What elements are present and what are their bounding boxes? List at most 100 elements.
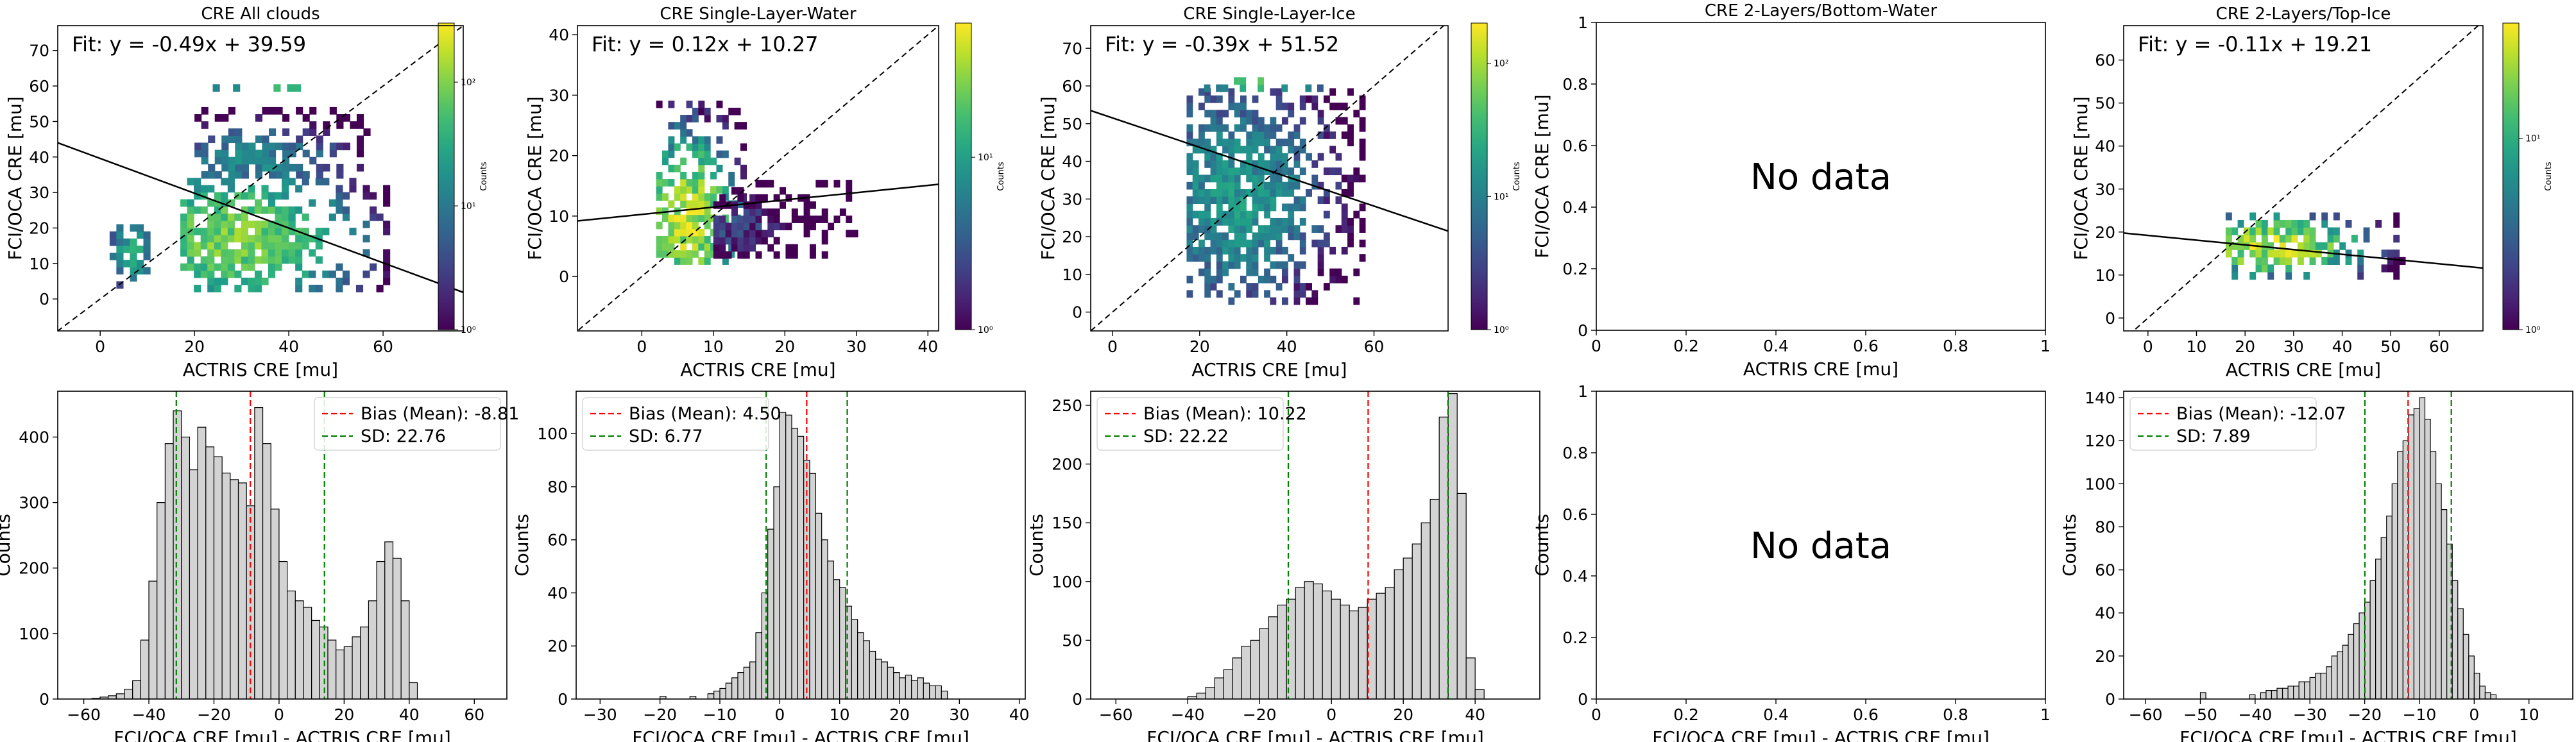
histogram-bar — [2358, 612, 2366, 699]
heatmap-cell — [1240, 103, 1247, 110]
heatmap-cell — [851, 230, 858, 238]
heatmap-cell — [296, 106, 303, 115]
heatmap-cell — [1317, 246, 1324, 255]
heatmap-cell — [1293, 261, 1301, 269]
heatmap-cell — [1270, 225, 1277, 233]
heatmap-cell — [716, 100, 723, 108]
heatmap-cell — [1246, 167, 1253, 176]
heatmap-cell — [1240, 167, 1247, 176]
y-axis-label: FCI/OCA CRE [mu] — [4, 96, 26, 260]
heatmap-cell — [2333, 235, 2340, 243]
heatmap-cell — [1216, 189, 1223, 197]
heatmap-cell — [710, 171, 717, 180]
x-tick-label: 40 — [278, 337, 299, 356]
heatmap-cell — [275, 249, 282, 257]
heatmap-cell — [295, 242, 303, 250]
colorbar-tick-label: 10⁰ — [2525, 325, 2541, 335]
x-tick-label: −20 — [2348, 705, 2382, 724]
histogram-bar — [1394, 569, 1404, 699]
heatmap-cell — [262, 142, 269, 151]
heatmap-cell — [698, 228, 705, 237]
x-tick-label: 20 — [2235, 337, 2255, 356]
heatmap-cell — [1311, 160, 1318, 168]
heatmap-cell — [2285, 227, 2292, 235]
heatmap-cell — [143, 253, 151, 260]
heatmap-cell — [1252, 290, 1259, 298]
heatmap-cell — [698, 257, 705, 265]
heatmap-cell — [1293, 153, 1301, 161]
histogram-bar — [2353, 623, 2360, 699]
heatmap-cell — [328, 199, 336, 207]
heatmap-cell — [2231, 264, 2239, 273]
heatmap-cell — [2315, 249, 2322, 258]
x-tick-label: −20 — [197, 705, 231, 724]
heatmap-cell — [261, 221, 269, 228]
heatmap-cell — [716, 150, 723, 158]
y-tick-label: 0 — [559, 267, 569, 286]
heatmap-cell — [136, 224, 144, 232]
heatmap-cell — [309, 235, 316, 242]
heatmap-cell — [740, 122, 747, 130]
heatmap-cell — [2237, 242, 2244, 250]
heatmap-cell — [315, 285, 323, 292]
heatmap-cell — [1323, 124, 1330, 132]
histogram-bar — [1349, 610, 1359, 699]
heatmap-cell — [668, 164, 675, 173]
x-axis-label: ACTRIS CRE [mu] — [680, 359, 835, 380]
histogram-bar — [2375, 559, 2382, 699]
heatmap-cell — [2297, 249, 2304, 258]
x-tick-label: 0.4 — [1763, 337, 1789, 355]
histogram-bar — [2391, 483, 2398, 699]
y-tick-label: 20 — [547, 637, 568, 655]
heatmap-cell — [1317, 110, 1324, 118]
heatmap-cell — [293, 84, 302, 92]
heatmap-cell — [241, 142, 249, 151]
heatmap-cell — [1222, 167, 1229, 176]
heatmap-cell — [116, 231, 124, 239]
x-axis-label: ACTRIS CRE [mu] — [1743, 358, 1898, 380]
heatmap-cell — [728, 107, 735, 115]
heatmap-cell — [1204, 84, 1211, 92]
y-tick-label: 60 — [1062, 77, 1082, 96]
heatmap-cell — [1210, 110, 1217, 118]
heatmap-cell — [1210, 246, 1217, 255]
y-tick-label: 0 — [558, 690, 568, 709]
heatmap-cell — [1288, 189, 1295, 197]
heatmap-cell — [1246, 290, 1253, 298]
y-tick-label: 250 — [1052, 396, 1082, 415]
heatmap-cell — [349, 185, 357, 193]
axes-frame — [1596, 391, 2046, 700]
heatmap-cell — [2273, 249, 2280, 258]
heatmap-cell — [1299, 196, 1306, 205]
heatmap-cell — [1246, 131, 1253, 139]
heatmap-cell — [725, 223, 732, 231]
heatmap-cell — [704, 143, 711, 151]
heatmap-cell — [1228, 181, 1235, 190]
y-tick-label: 40 — [2095, 604, 2115, 623]
heatmap-cell — [1299, 283, 1306, 291]
heatmap-cell — [686, 179, 693, 187]
heatmap-cell — [1252, 131, 1259, 139]
heatmap-cell — [2351, 235, 2358, 243]
histogram-bar — [2260, 692, 2267, 699]
y-axis-label: Counts — [511, 514, 533, 577]
heatmap-cell — [1275, 146, 1283, 154]
heatmap-cell — [1240, 239, 1247, 248]
heatmap-cell — [743, 244, 750, 252]
y-tick-label: 200 — [1052, 455, 1082, 474]
heatmap-cell — [668, 214, 675, 223]
heatmap-cell — [1234, 232, 1241, 240]
heatmap-cell — [1264, 246, 1271, 255]
y-tick-label: 0 — [2105, 690, 2115, 709]
y-tick-label: 10 — [1062, 266, 1082, 284]
heatmap-cell — [234, 249, 242, 257]
heatmap-cell — [2297, 219, 2304, 228]
heatmap-cell — [743, 208, 750, 216]
heatmap-cell — [268, 149, 277, 158]
x-tick-label: 60 — [373, 337, 393, 356]
histogram-bar — [2473, 673, 2480, 699]
heatmap-cell — [1264, 210, 1271, 219]
heatmap-cell — [815, 180, 823, 188]
heatmap-cell — [1234, 254, 1241, 262]
heatmap-cell — [1186, 196, 1193, 205]
